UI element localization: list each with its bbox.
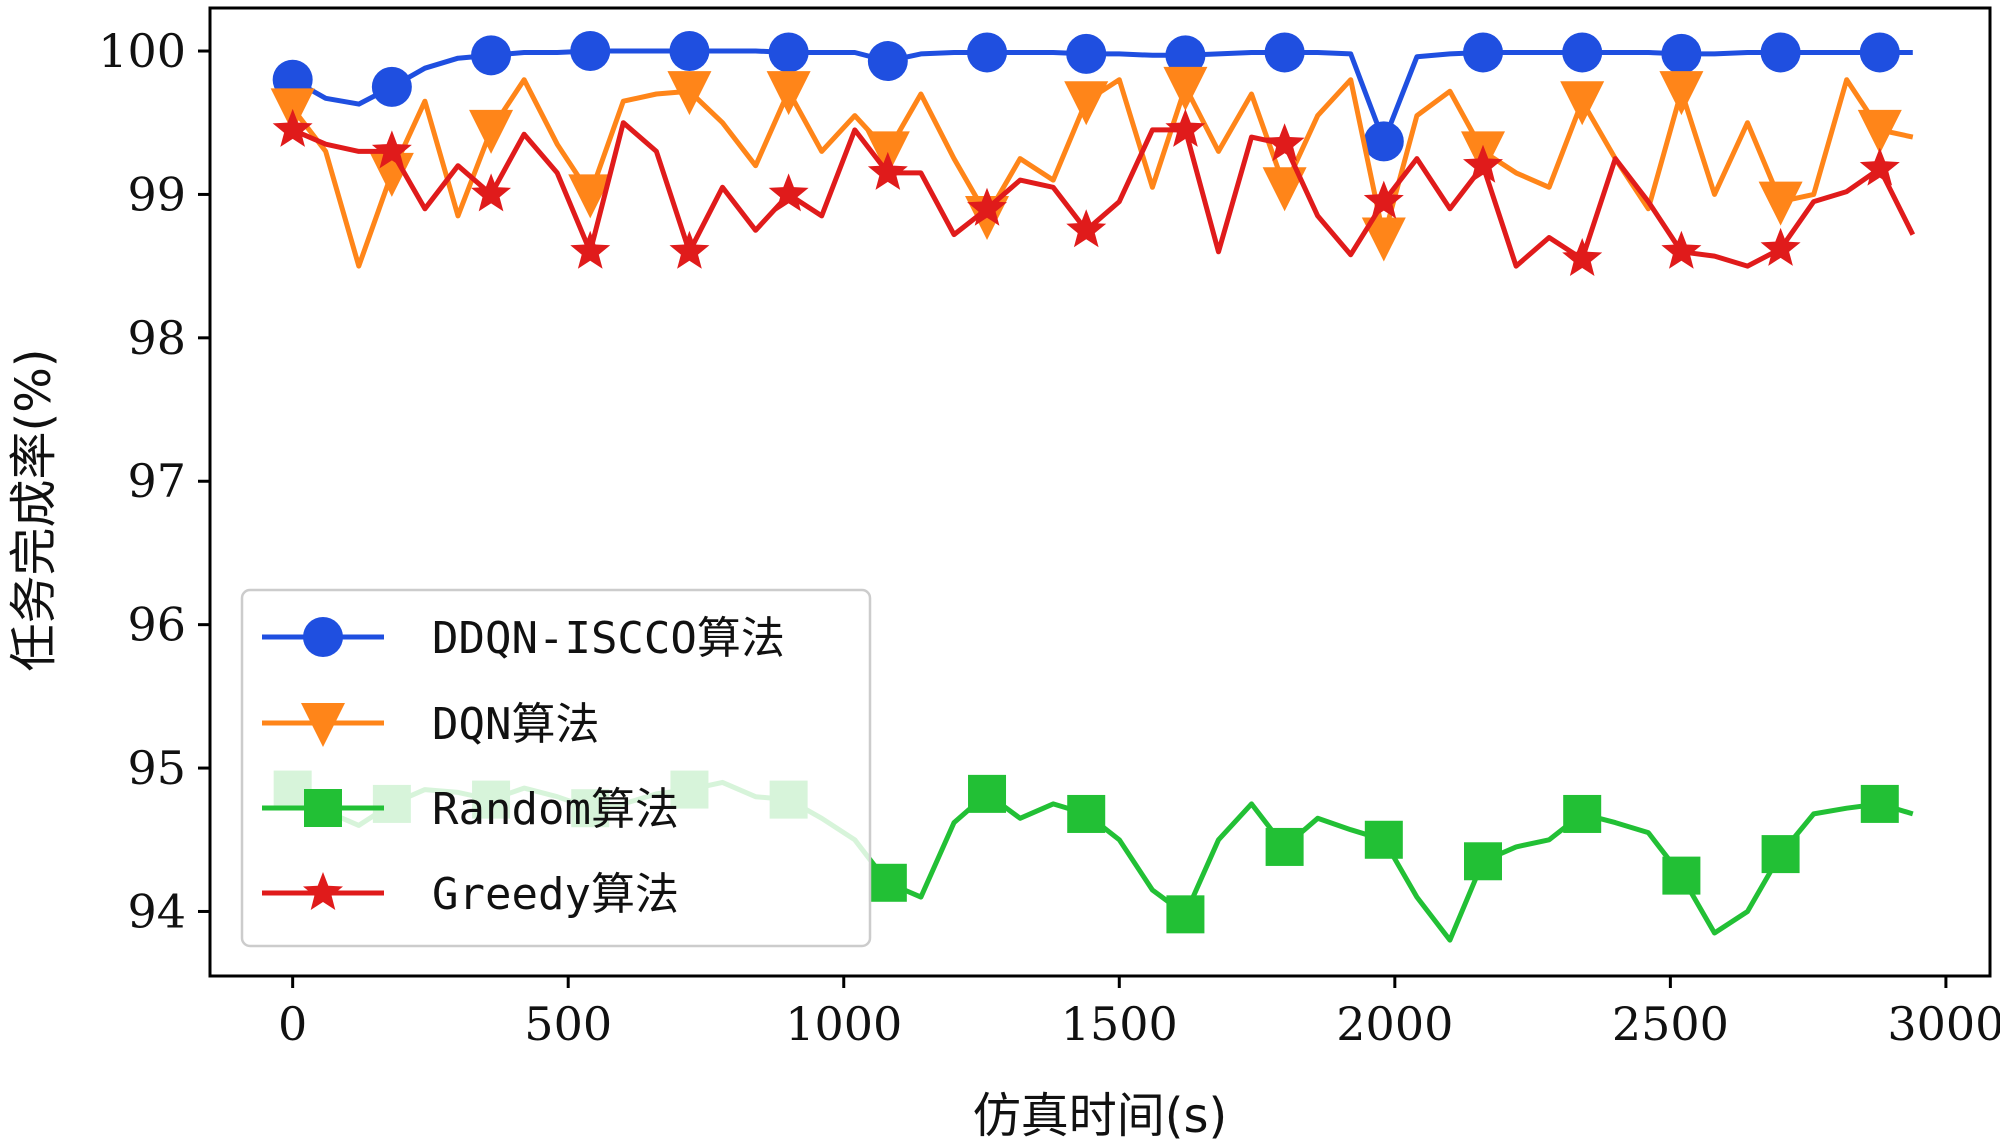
x-axis-ticks: 0 500 1000 1500 2000 2500 3000 [278,976,2000,1051]
y-tick-label: 95 [127,741,186,795]
data-point [469,109,514,154]
data-point [1857,109,1902,154]
data-point [1064,81,1109,126]
data-point [1562,32,1603,73]
data-point [868,863,907,902]
data-point [371,66,412,107]
legend-marker [303,872,343,910]
data-point [1265,827,1304,866]
data-point [967,32,1008,73]
data-point [1563,794,1602,833]
series-line [291,120,1916,269]
data-point [669,230,710,269]
data-point [1364,820,1403,859]
series-0 [272,31,1913,162]
data-point [471,35,512,76]
data-point [867,151,908,190]
data-point [1760,32,1801,73]
data-point [1165,35,1206,76]
legend-marker [303,617,343,657]
x-tick-label: 500 [524,997,612,1051]
data-point [570,230,611,269]
data-point [1264,123,1305,162]
data-point [1262,167,1307,212]
y-tick-label: 100 [98,24,186,78]
y-tick-label: 99 [127,167,186,221]
data-point [1363,180,1404,219]
data-point [766,71,811,116]
legend-entry: DQN算法 [262,699,599,750]
x-tick-label: 1500 [1061,997,1178,1051]
data-point [1067,794,1106,833]
data-point [1760,227,1801,266]
data-point [1661,33,1702,74]
data-point [1166,895,1205,934]
data-point [1662,856,1701,895]
data-point [1860,784,1899,823]
data-point [867,41,908,82]
data-point [1659,71,1704,116]
data-point [1761,835,1800,874]
data-point [1463,144,1503,183]
x-tick-label: 1000 [785,997,902,1051]
x-tick-label: 0 [278,997,307,1051]
x-tick-label: 3000 [1887,997,2000,1051]
data-point [1562,238,1603,276]
y-tick-label: 98 [127,311,186,365]
data-point [1066,209,1107,248]
legend: DDQN-ISCCO算法 DQN算法 Random算法 Greedy算法 [240,588,872,948]
legend-box [240,588,872,948]
data-point [968,774,1007,813]
legend-label: DDQN-ISCCO算法 [432,613,785,664]
x-tick-label: 2000 [1336,997,1453,1051]
data-point [1859,147,1900,186]
series-3 [272,108,1916,276]
legend-label: DQN算法 [432,699,599,750]
y-tick-label: 94 [127,884,186,938]
data-point [1463,32,1504,73]
legend-entry: Greedy算法 [262,869,679,920]
data-point [371,130,412,169]
y-tick-label: 97 [127,454,186,508]
data-point [768,32,809,73]
data-point [669,31,710,72]
data-point [1264,32,1305,73]
data-point [1163,66,1208,111]
data-point [1363,121,1404,162]
legend-marker [301,703,345,747]
data-point [1859,32,1900,73]
data-point [1758,181,1803,226]
data-point [1560,81,1605,126]
data-point [1361,217,1406,262]
data-point [570,31,611,72]
data-point [967,187,1007,226]
y-axis-label: 任务完成率(%) [6,348,62,671]
legend-entry: DDQN-ISCCO算法 [262,613,785,664]
legend-label: Random算法 [432,784,679,835]
legend-label: Greedy算法 [432,869,679,920]
data-point [1165,108,1206,147]
data-point [272,108,313,147]
y-tick-label: 96 [127,598,186,652]
legend-entry: Random算法 [262,784,679,835]
data-point [471,173,511,212]
data-point [667,71,712,116]
data-point [1661,230,1702,269]
data-point [768,173,809,212]
data-point [1066,33,1107,74]
y-axis-ticks: 94 95 96 97 98 99 100 [98,24,210,938]
data-point [568,174,613,219]
x-axis-label: 仿真时间(s) [973,1088,1227,1144]
legend-marker [304,789,342,827]
x-tick-label: 2500 [1612,997,1729,1051]
data-point [1464,842,1503,881]
